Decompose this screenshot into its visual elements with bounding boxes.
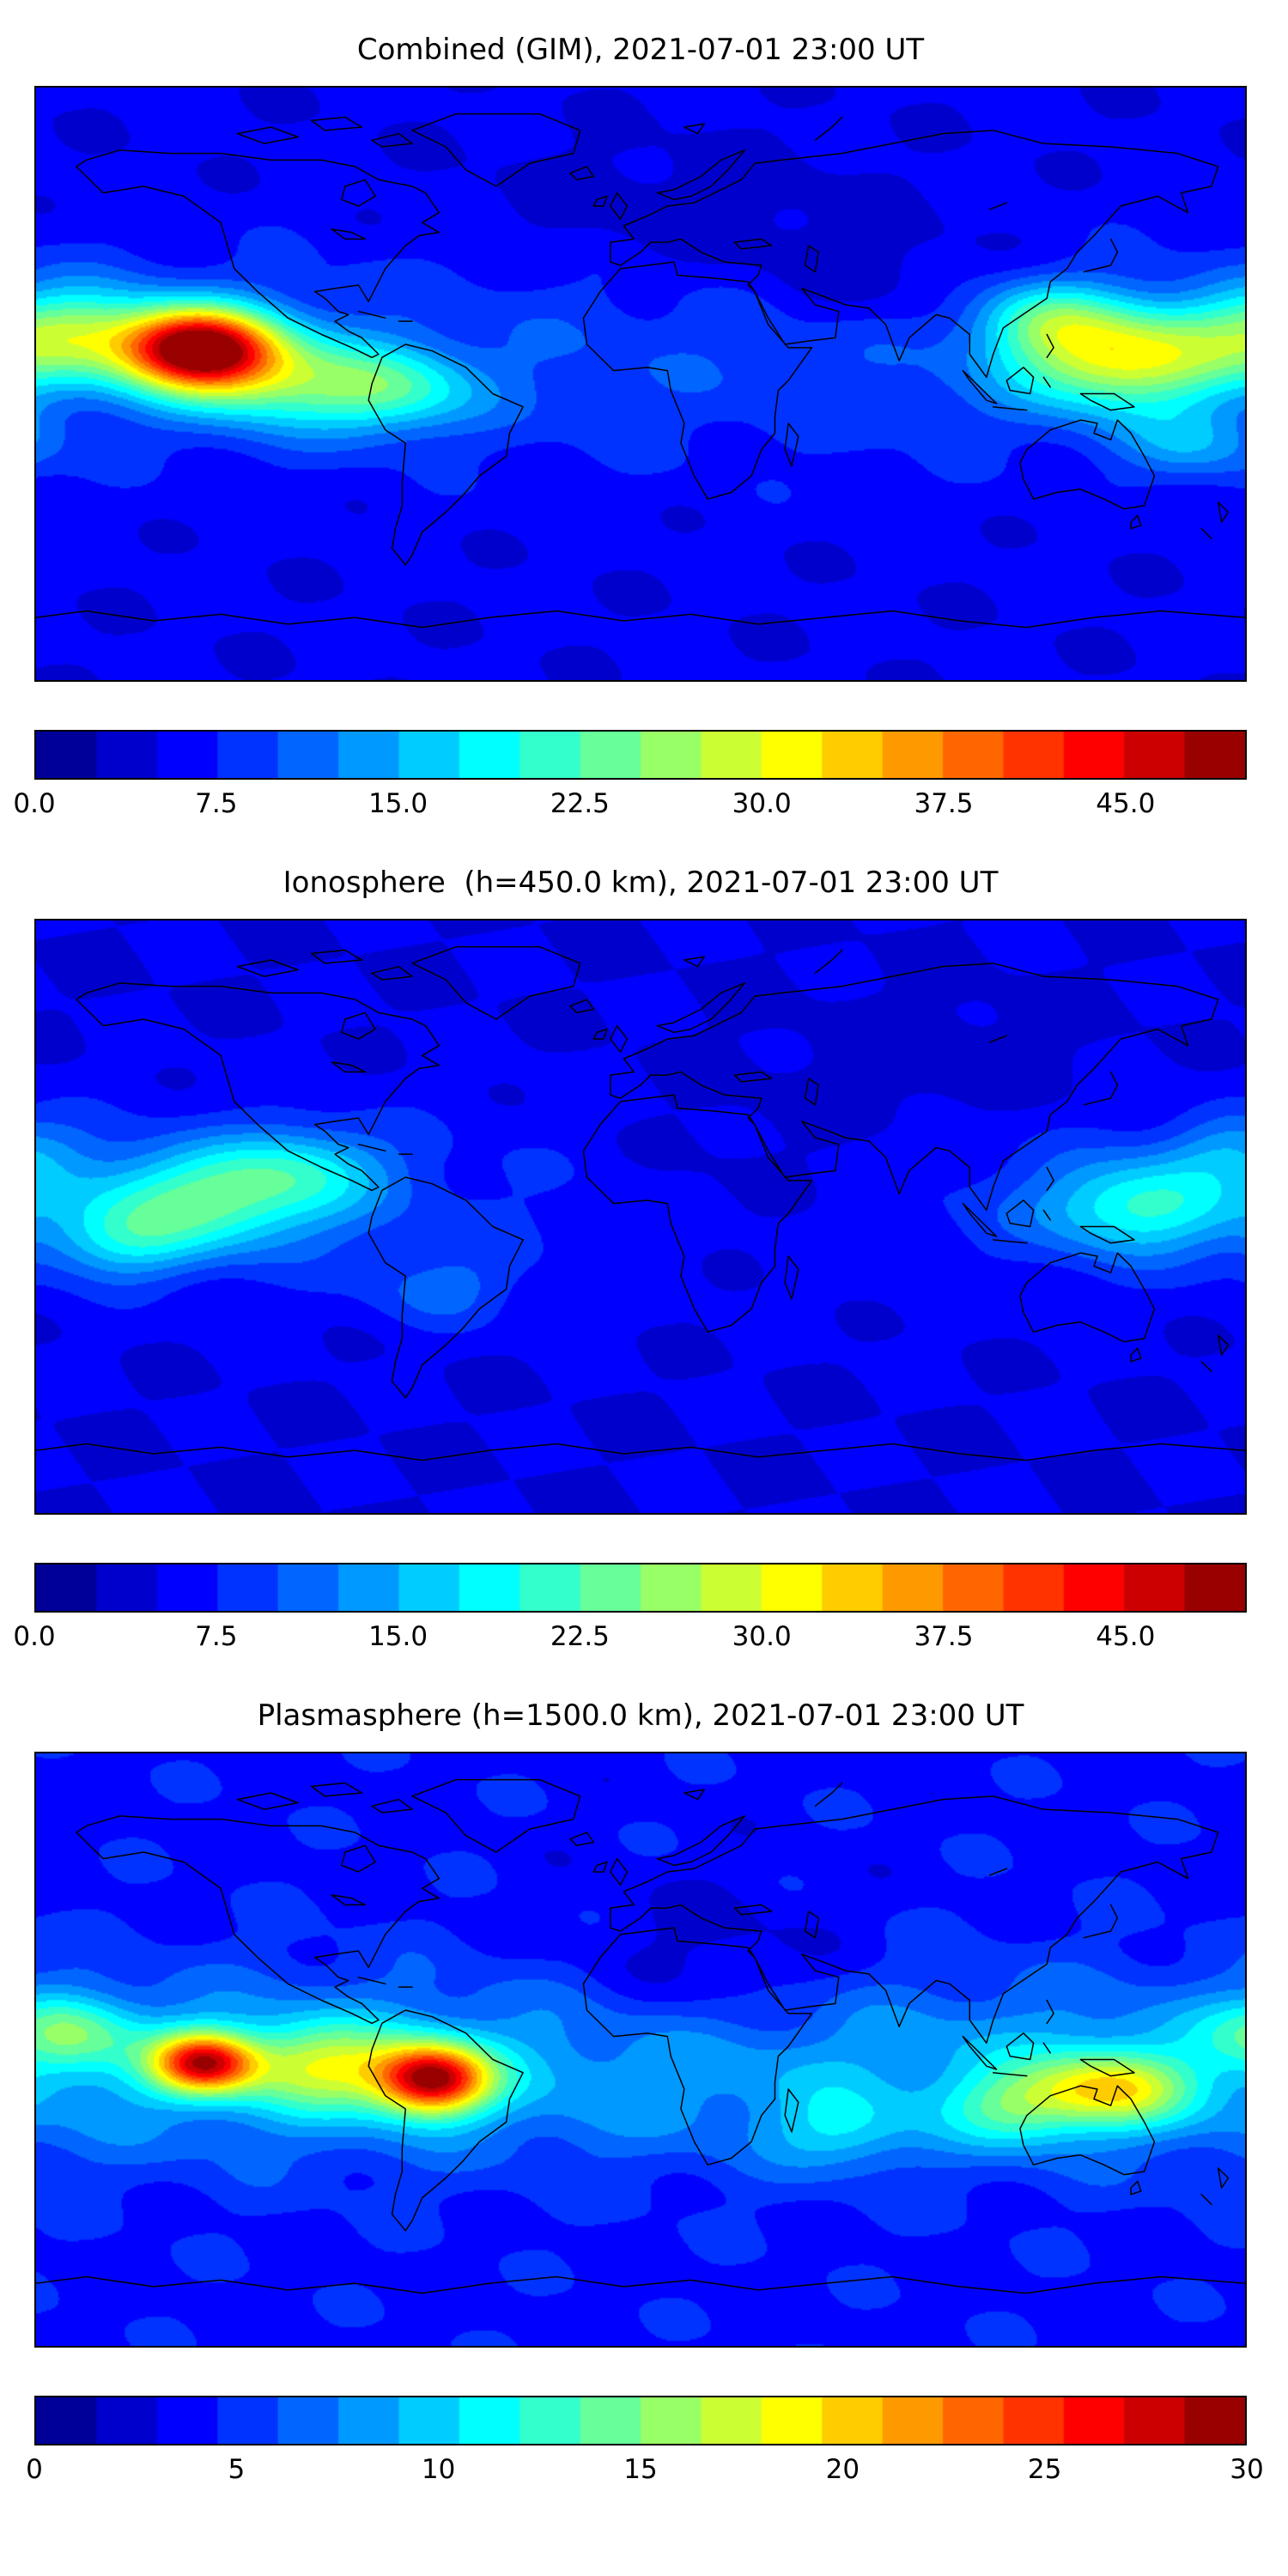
colorbar-tick-labels: 0.0 7.5 15.0 22.5 30.0 37.5 45.0 (13, 1621, 1247, 1666)
colorbar-tick-label: 15.0 (368, 788, 428, 819)
colorbar-tick-label: 22.5 (550, 788, 610, 819)
panel-title: Combined (GIM), 2021-07-01 23:00 UT (356, 33, 925, 67)
colorbar-tick-label: 5 (228, 2454, 246, 2485)
colorbar-tick-label: 30.0 (732, 1621, 792, 1652)
colorbar-tick-label: 0.0 (13, 1621, 56, 1652)
coastlines-overlay (36, 1753, 1245, 2346)
panel-title: Plasmasphere (h=1500.0 km), 2021-07-01 2… (257, 1698, 1024, 1733)
world-map-ionosphere (34, 919, 1247, 1515)
colorbar-tick-labels: 0 5 10 15 20 25 30 (26, 2454, 1264, 2499)
colorbar-tick-label: 25 (1027, 2454, 1062, 2485)
world-map-plasmasphere (34, 1752, 1247, 2348)
tec-heatmap-canvas (36, 1753, 1245, 2346)
colorbar-tick-label: 15 (623, 2454, 658, 2485)
tec-maps-figure: Combined (GIM), 2021-07-01 23:00 UT 0.0 7… (0, 0, 1288, 2499)
colorbar-tick-label: 20 (825, 2454, 860, 2485)
colorbar (34, 2396, 1247, 2445)
colorbar-tick-label: 37.5 (914, 788, 974, 819)
colorbar-canvas (36, 2397, 1245, 2444)
colorbar-tick-label: 7.5 (195, 788, 238, 819)
colorbar-tick-label: 45.0 (1096, 1621, 1156, 1652)
colorbar-tick-label: 30 (1230, 2454, 1264, 2485)
colorbar-tick-label: 7.5 (195, 1621, 238, 1652)
colorbar-tick-label: 37.5 (914, 1621, 974, 1652)
colorbar-tick-label: 45.0 (1096, 788, 1156, 819)
colorbar-tick-label: 15.0 (368, 1621, 428, 1652)
tec-heatmap-canvas (36, 88, 1245, 680)
colorbar-canvas (36, 732, 1245, 778)
colorbar-tick-label: 30.0 (732, 788, 792, 819)
world-map-combined (34, 86, 1247, 682)
coastlines (36, 947, 1245, 1461)
coastlines (36, 1780, 1245, 2293)
colorbar-tick-labels: 0.0 7.5 15.0 22.5 30.0 37.5 45.0 (13, 788, 1247, 833)
panel-ionosphere: Ionosphere (h=450.0 km), 2021-07-01 23:0… (0, 833, 1288, 1666)
colorbar-tick-label: 0.0 (13, 788, 56, 819)
colorbar (34, 730, 1247, 780)
coastlines-overlay (36, 88, 1245, 680)
colorbar-tick-label: 22.5 (550, 1621, 610, 1652)
colorbar-tick-label: 10 (421, 2454, 456, 2485)
coastlines (36, 114, 1245, 628)
colorbar-canvas (36, 1564, 1245, 1611)
colorbar-tick-label: 0 (26, 2454, 43, 2485)
panel-combined: Combined (GIM), 2021-07-01 23:00 UT 0.0 7… (0, 0, 1288, 833)
coastlines-overlay (36, 920, 1245, 1513)
panel-plasmasphere: Plasmasphere (h=1500.0 km), 2021-07-01 2… (0, 1666, 1288, 2499)
colorbar (34, 1563, 1247, 1613)
panel-title: Ionosphere (h=450.0 km), 2021-07-01 23:0… (283, 866, 999, 900)
tec-heatmap-canvas (36, 920, 1245, 1513)
